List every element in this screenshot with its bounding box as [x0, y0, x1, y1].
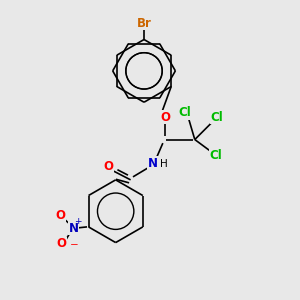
Text: O: O — [103, 160, 113, 173]
Text: N: N — [148, 157, 158, 170]
Text: O: O — [160, 111, 170, 124]
Text: Br: Br — [136, 16, 152, 30]
Text: N: N — [69, 222, 79, 235]
Text: Cl: Cl — [211, 111, 224, 124]
Text: Cl: Cl — [209, 149, 222, 163]
Text: O: O — [56, 237, 66, 250]
Text: Cl: Cl — [178, 106, 191, 119]
Text: +: + — [74, 217, 82, 226]
Text: −: − — [69, 240, 78, 250]
Text: O: O — [55, 209, 65, 222]
Text: H: H — [160, 159, 168, 169]
